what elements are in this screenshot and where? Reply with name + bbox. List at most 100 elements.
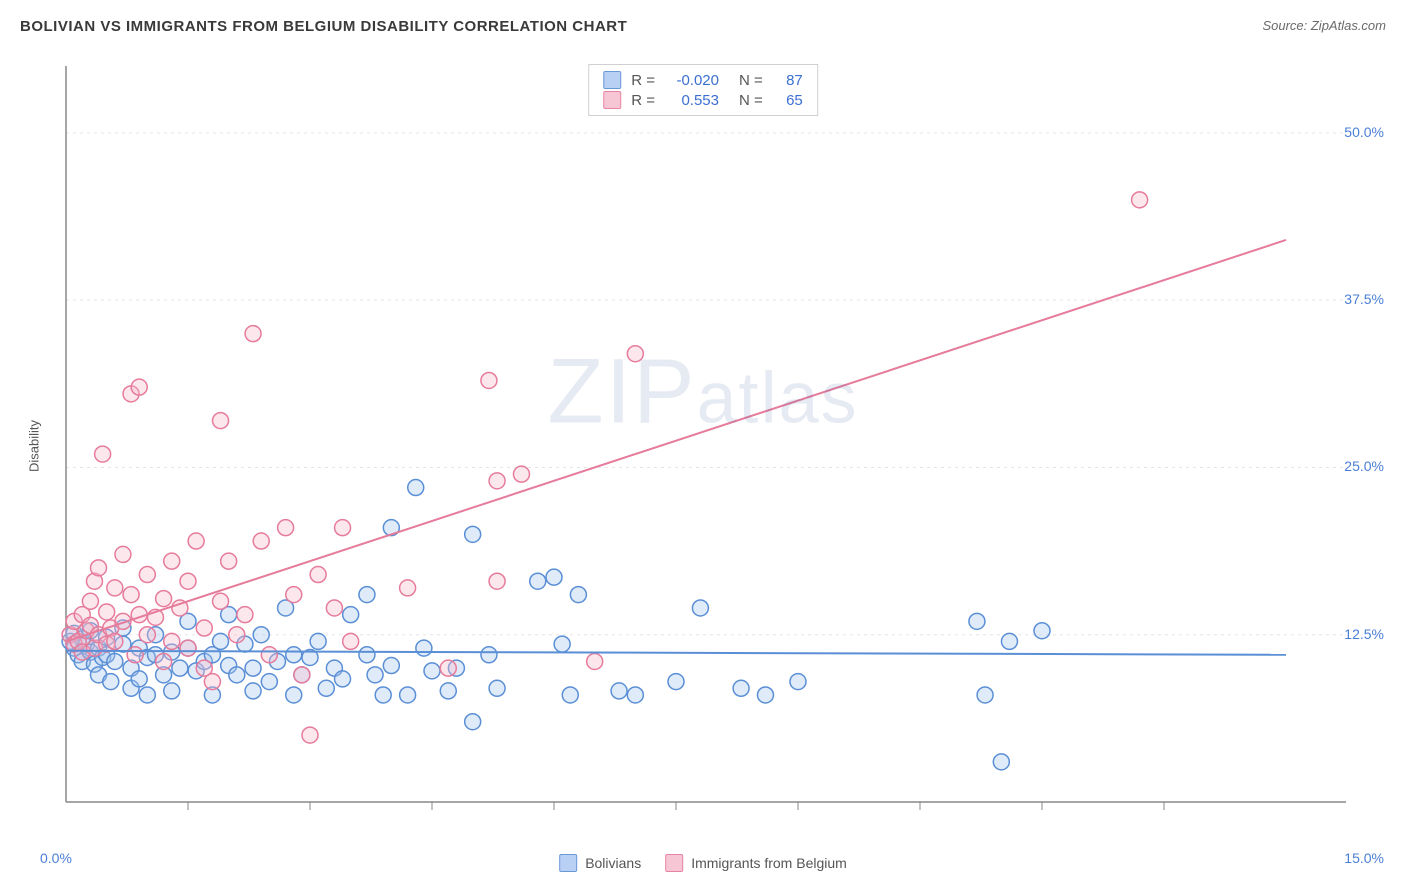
n-label: N =: [739, 92, 763, 109]
belgium-point: [127, 647, 143, 663]
belgium-point: [99, 604, 115, 620]
belgium-point: [302, 727, 318, 743]
belgium-point: [489, 573, 505, 589]
bolivians-point: [261, 674, 277, 690]
bolivians-point: [481, 647, 497, 663]
belgium-point: [221, 553, 237, 569]
belgium-point: [261, 647, 277, 663]
correlation-row-belgium: R = 0.553 N = 65: [603, 91, 803, 109]
bolivians-point: [245, 660, 261, 676]
bolivians-point: [335, 671, 351, 687]
bolivians-point: [465, 714, 481, 730]
bolivians-point: [343, 607, 359, 623]
legend-label-belgium: Immigrants from Belgium: [691, 855, 847, 871]
belgium-point: [115, 546, 131, 562]
bolivians-point: [253, 627, 269, 643]
bolivians-point: [383, 658, 399, 674]
bolivians-point: [107, 653, 123, 669]
belgium-point: [335, 520, 351, 536]
bolivians-point: [367, 667, 383, 683]
belgium-point: [587, 653, 603, 669]
r-label: R =: [631, 72, 655, 89]
bolivians-point: [131, 671, 147, 687]
source-link[interactable]: ZipAtlas.com: [1311, 18, 1386, 33]
bolivians-point: [172, 660, 188, 676]
bolivians-point: [359, 647, 375, 663]
legend-swatch-belgium: [665, 854, 683, 872]
bolivians-point: [757, 687, 773, 703]
bolivians-point: [408, 480, 424, 496]
bolivians-point: [489, 680, 505, 696]
bolivians-point: [733, 680, 749, 696]
bolivians-point: [213, 633, 229, 649]
belgium-point: [245, 326, 261, 342]
bolivians-point: [416, 640, 432, 656]
x-axis-max-label: 15.0%: [1344, 850, 1384, 866]
correlation-swatch-bolivians: [603, 71, 621, 89]
belgium-point: [156, 653, 172, 669]
bolivians-regression-line: [66, 651, 1286, 655]
bolivians-point: [969, 613, 985, 629]
bolivians-point: [375, 687, 391, 703]
source-attribution: Source: ZipAtlas.com: [1262, 18, 1386, 33]
bolivians-point: [400, 687, 416, 703]
bolivians-point: [103, 674, 119, 690]
belgium-point: [326, 600, 342, 616]
belgium-point: [343, 633, 359, 649]
belgium-point: [164, 633, 180, 649]
correlation-row-bolivians: R =-0.020N =87: [603, 71, 803, 89]
bolivians-point: [245, 683, 261, 699]
belgium-point: [440, 660, 456, 676]
bolivians-point: [440, 683, 456, 699]
belgium-point: [1132, 192, 1148, 208]
chart-container: BOLIVIAN VS IMMIGRANTS FROM BELGIUM DISA…: [0, 0, 1406, 892]
belgium-point: [139, 567, 155, 583]
belgium-point: [95, 446, 111, 462]
n-value: 87: [773, 72, 803, 89]
bolivians-point: [424, 663, 440, 679]
belgium-point: [188, 533, 204, 549]
bolivians-point: [164, 683, 180, 699]
bolivians-point: [627, 687, 643, 703]
y-tick-label: 25.0%: [1344, 458, 1384, 474]
source-prefix: Source:: [1262, 18, 1310, 33]
belgium-point: [481, 372, 497, 388]
plot-area: [56, 56, 1346, 822]
legend-item-bolivians: Bolivians: [559, 854, 641, 872]
belgium-point: [489, 473, 505, 489]
belgium-point: [400, 580, 416, 596]
legend-label-bolivians: Bolivians: [585, 855, 641, 871]
bolivians-point: [359, 587, 375, 603]
bolivians-point: [692, 600, 708, 616]
bolivians-point: [1034, 623, 1050, 639]
bolivians-point: [286, 647, 302, 663]
bolivians-point: [570, 587, 586, 603]
belgium-point: [164, 553, 180, 569]
belgium-point: [107, 580, 123, 596]
y-tick-label: 50.0%: [1344, 124, 1384, 140]
bolivians-point: [530, 573, 546, 589]
bolivians-point: [562, 687, 578, 703]
legend-item-belgium: Immigrants from Belgium: [665, 854, 847, 872]
r-value: 0.553: [665, 92, 719, 109]
bolivians-point: [790, 674, 806, 690]
r-label: R =: [631, 92, 655, 109]
belgium-point: [180, 573, 196, 589]
y-tick-label: 37.5%: [1344, 291, 1384, 307]
belgium-point: [627, 346, 643, 362]
belgium-point: [310, 567, 326, 583]
x-axis-origin-label: 0.0%: [40, 850, 72, 866]
n-value: 65: [773, 92, 803, 109]
belgium-point: [237, 607, 253, 623]
belgium-point: [278, 520, 294, 536]
chart-title: BOLIVIAN VS IMMIGRANTS FROM BELGIUM DISA…: [20, 18, 627, 35]
bolivians-point: [229, 667, 245, 683]
legend-swatch-bolivians: [559, 854, 577, 872]
belgium-point: [139, 627, 155, 643]
belgium-point: [513, 466, 529, 482]
bolivians-point: [993, 754, 1009, 770]
scatter-svg: [56, 56, 1346, 822]
belgium-point: [123, 587, 139, 603]
bolivians-point: [1001, 633, 1017, 649]
r-value: -0.020: [665, 72, 719, 89]
